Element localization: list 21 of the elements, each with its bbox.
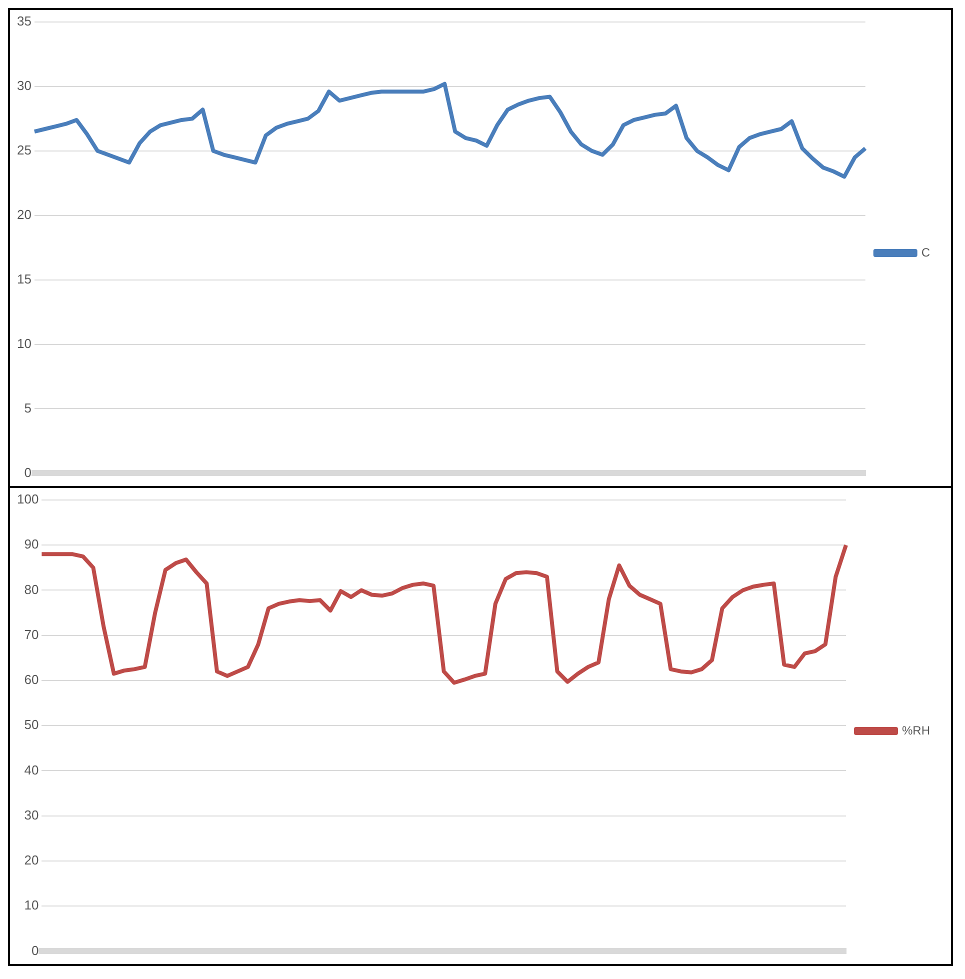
y-tick-label: 30	[24, 807, 39, 822]
y-tick-label: 10	[16, 336, 32, 351]
y-tick-label: 60	[24, 672, 39, 688]
y-tick-label: 80	[24, 582, 39, 597]
y-tick-label: 25	[16, 142, 32, 158]
y-tick-label: 35	[16, 14, 32, 29]
y-tick-label: 0	[31, 942, 39, 958]
y-tick-label: 5	[24, 400, 32, 416]
y-tick-label: 10	[24, 898, 39, 913]
y-tick-label: 0	[24, 464, 32, 480]
y-tick-label: 100	[16, 492, 39, 507]
legend-label: C	[921, 245, 930, 260]
y-tick-label: 50	[24, 717, 39, 732]
y-tick-label: 90	[24, 536, 39, 552]
y-tick-label: 70	[24, 626, 39, 642]
y-tick-label: 20	[16, 206, 32, 222]
y-tick-label: 15	[16, 271, 32, 286]
legend-label: %RH	[902, 723, 930, 738]
y-tick-label: 40	[24, 762, 39, 778]
y-tick-label: 20	[24, 852, 39, 868]
y-tick-label: 30	[16, 78, 32, 94]
